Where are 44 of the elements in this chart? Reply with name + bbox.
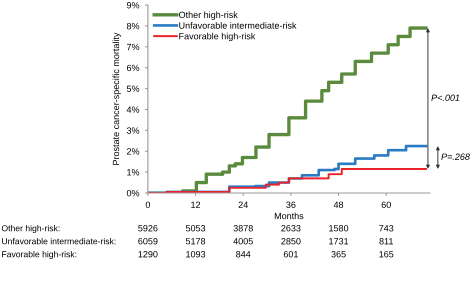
text: 1731	[329, 238, 348, 244]
x-tick-label: 48	[334, 202, 344, 208]
text: 1290	[138, 251, 158, 258]
x-tick-label: 24	[238, 202, 248, 208]
text: 2633	[281, 225, 301, 232]
y-tick-label: 3%	[126, 127, 140, 134]
y-tick-label: 9%	[126, 2, 140, 8]
text: 844	[236, 251, 250, 258]
y-tick-label: 2%	[126, 148, 140, 155]
text: 4005	[233, 238, 253, 244]
text: 1580	[329, 225, 348, 232]
y-tick-label: 6%	[126, 64, 140, 72]
text: P<.001	[431, 94, 460, 101]
x-axis-title: Months	[274, 212, 304, 220]
text: Other high-risk:	[2, 224, 60, 234]
text: 2850	[281, 238, 301, 244]
legend-label: Unfavorable intermediate-risk	[179, 22, 297, 29]
text: 6059	[138, 238, 158, 244]
text: 3878	[234, 225, 253, 232]
y-tick-label: 8%	[126, 22, 140, 30]
text: 5926	[138, 225, 158, 232]
y-tick-label: 5%	[126, 86, 140, 92]
x-tick-label: 0	[146, 202, 150, 208]
x-tick-label: 36	[286, 202, 296, 208]
x-tick-label: 12	[191, 202, 200, 208]
text: Unfavorable intermediate-risk:	[2, 238, 116, 244]
x-tick-label: 60	[382, 202, 391, 208]
text: 601	[284, 251, 298, 258]
text: 5053	[186, 225, 206, 232]
y-tick-label: 0%	[126, 190, 140, 196]
text: Favorable high-risk:	[2, 250, 76, 260]
legend-label: Favorable high-risk	[179, 32, 256, 42]
y-tick-label: 7%	[126, 44, 140, 50]
text: 165	[379, 251, 394, 258]
text: 811	[379, 238, 393, 244]
text: 1093	[186, 251, 206, 258]
legend-label: Other high-risk	[179, 11, 238, 20]
y-axis-title: Prostate cancer-specific mortality	[112, 32, 121, 165]
y-tick-label: 1%	[127, 169, 140, 176]
text: 5178	[186, 238, 206, 244]
y-tick-label: 4%	[126, 106, 140, 113]
text: 365	[331, 251, 346, 258]
text: 743	[379, 225, 394, 232]
text: P=.268	[441, 154, 470, 160]
